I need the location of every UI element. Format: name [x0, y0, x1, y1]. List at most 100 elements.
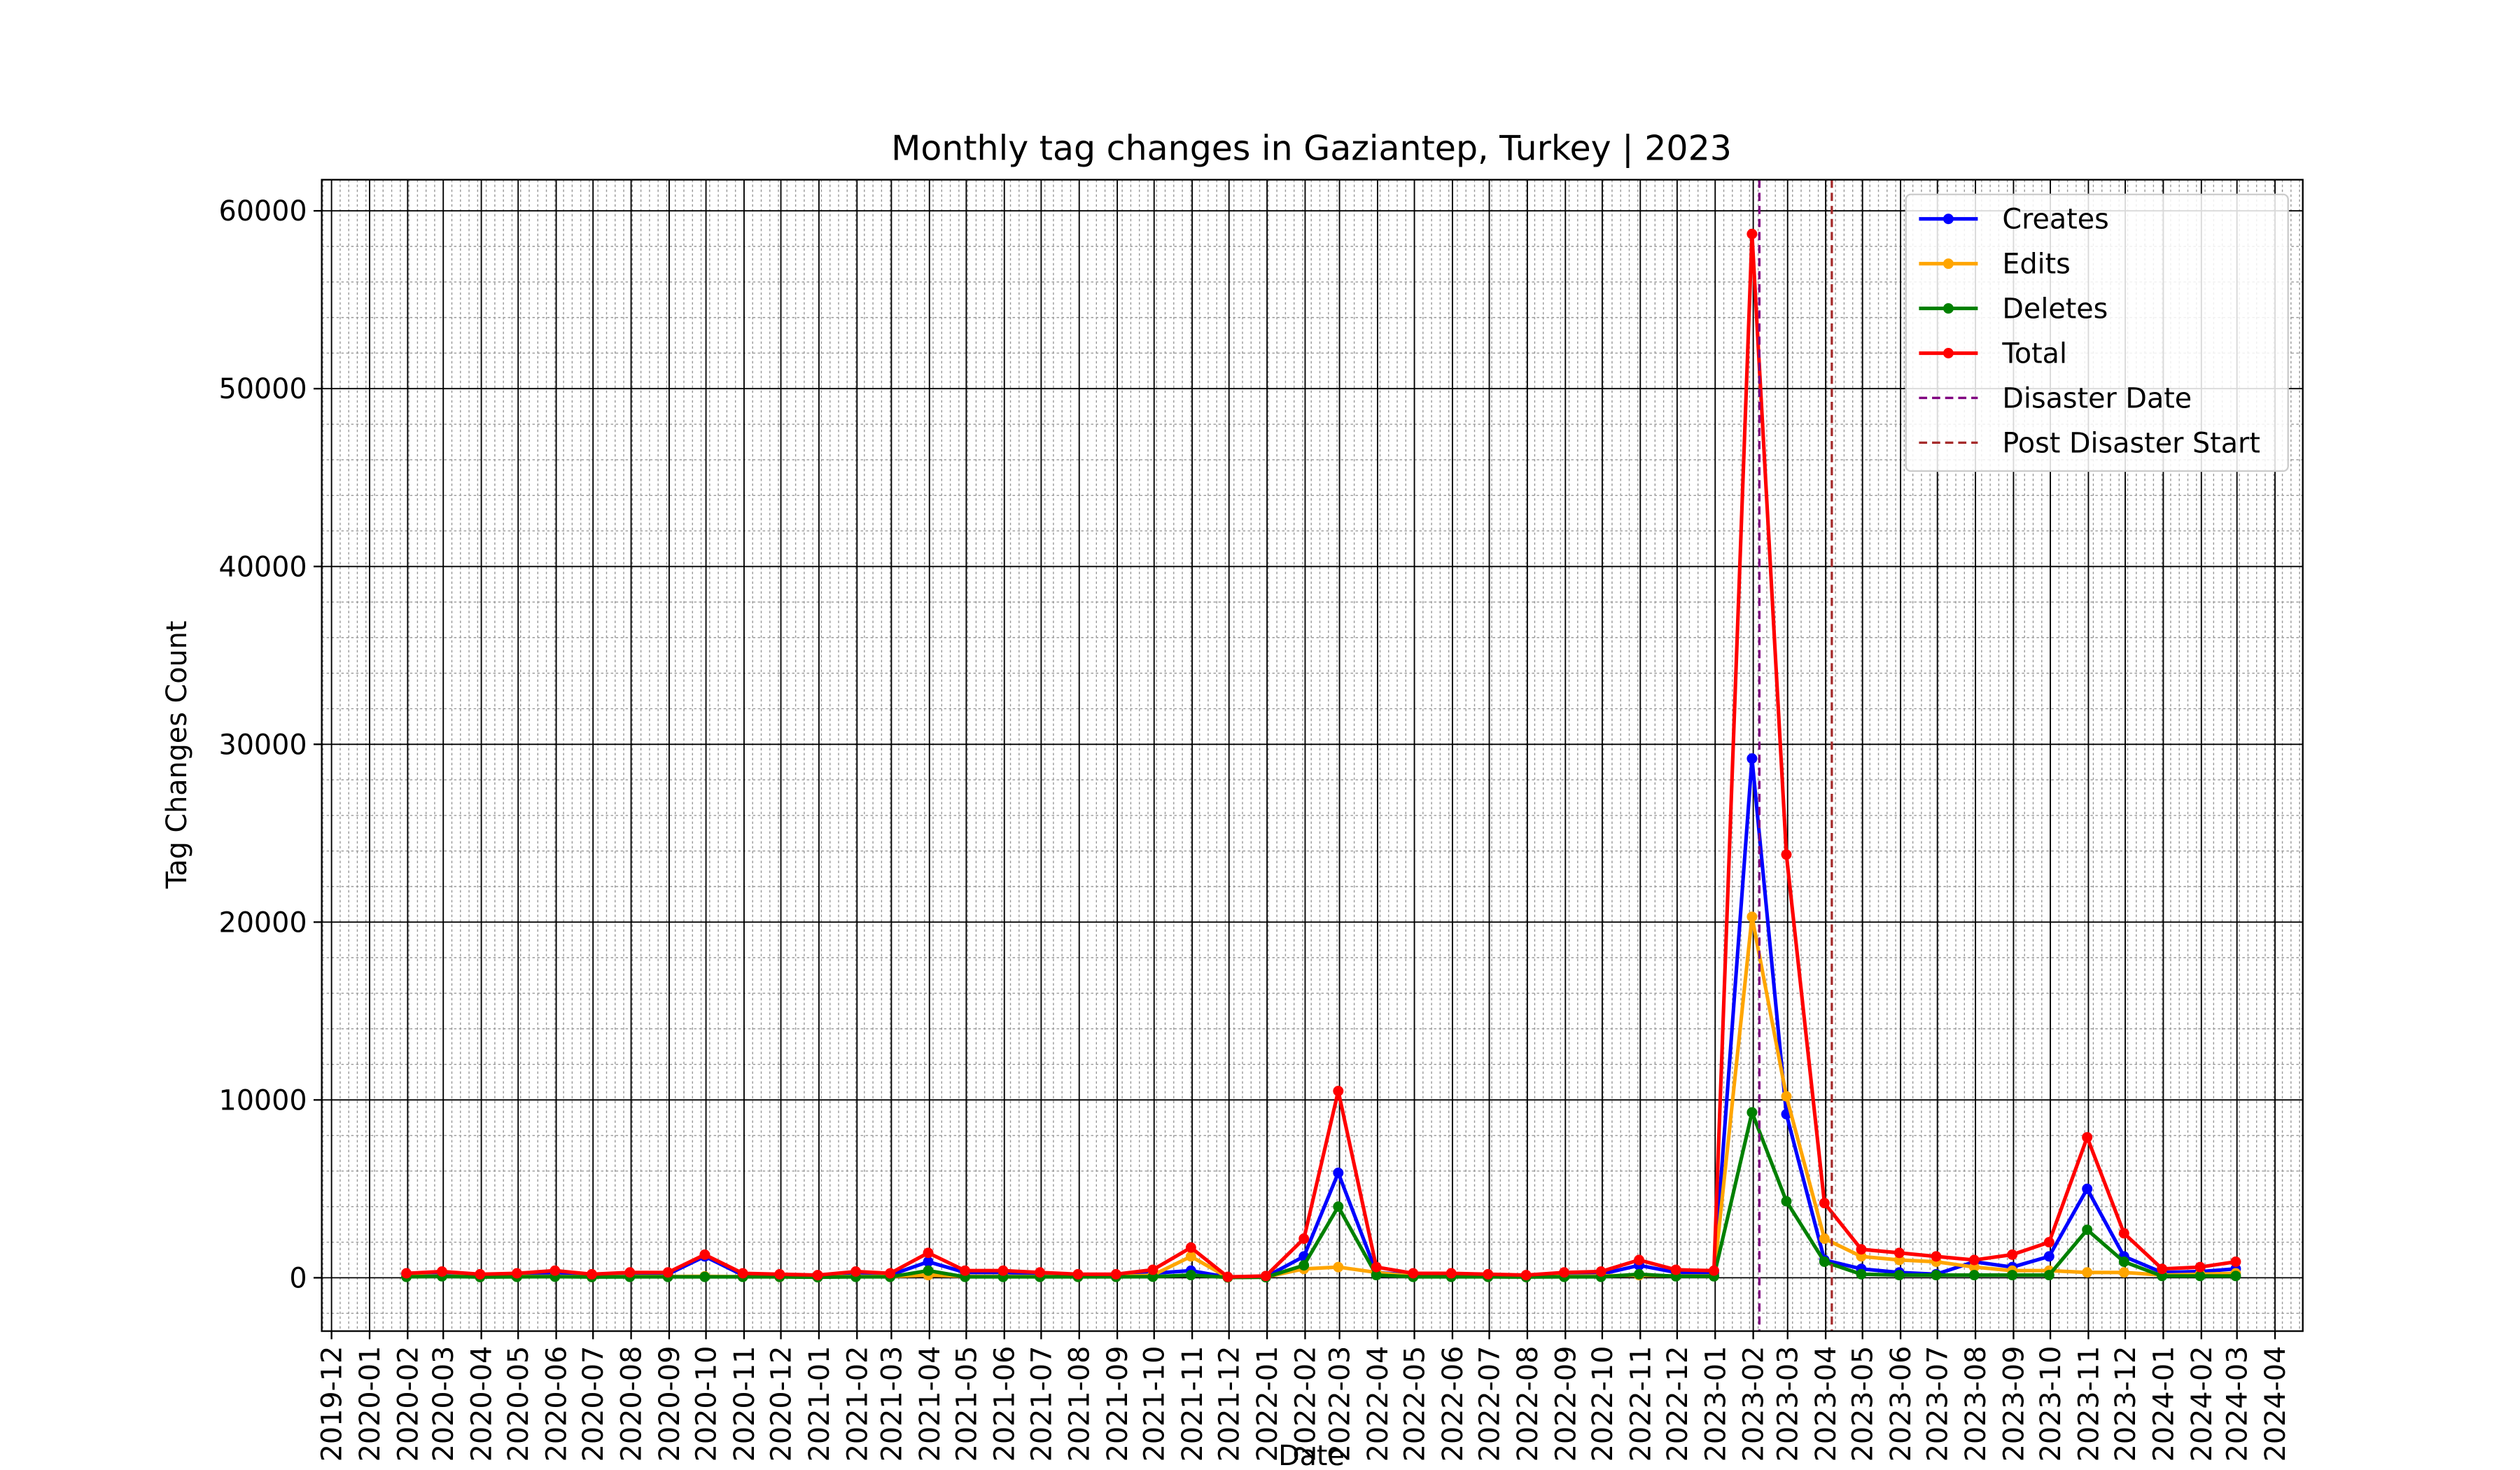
x-tick-label: 2022-11: [1625, 1346, 1657, 1462]
data-point: [2118, 1267, 2129, 1278]
data-point: [2082, 1132, 2093, 1143]
x-tick-label: 2024-01: [2148, 1346, 2180, 1462]
x-tick-label: 2023-05: [1847, 1346, 1879, 1462]
y-tick-label: 20000: [218, 906, 307, 939]
x-tick-label: 2023-06: [1885, 1346, 1917, 1462]
data-point: [699, 1271, 710, 1282]
data-point: [1781, 1196, 1792, 1207]
data-point: [1371, 1270, 1382, 1281]
data-point: [1968, 1270, 1980, 1281]
data-point: [475, 1268, 486, 1280]
x-tick-label: 2023-08: [1960, 1346, 1992, 1462]
legend-marker: [1942, 303, 1954, 314]
plot-area: [401, 179, 2241, 1331]
legend-label: Creates: [2002, 204, 2108, 236]
x-tick-label: 2021-07: [1026, 1346, 1058, 1462]
y-tick-label: 60000: [218, 195, 307, 227]
x-tick-label: 2021-02: [841, 1346, 874, 1462]
data-point: [2157, 1264, 2168, 1275]
x-tick-label: 2022-08: [1512, 1346, 1544, 1462]
x-tick-label: 2022-09: [1550, 1346, 1582, 1462]
data-point: [2082, 1224, 2093, 1236]
y-tick-label: 30000: [218, 729, 307, 761]
x-tick-label: 2023-11: [2073, 1346, 2105, 1462]
x-axis-label: Date: [1278, 1440, 1345, 1470]
data-point: [401, 1268, 412, 1279]
data-point: [1893, 1247, 1905, 1259]
x-tick-label: 2021-03: [876, 1346, 908, 1462]
x-tick-label: 2020-10: [691, 1346, 723, 1462]
data-point: [1333, 1086, 1344, 1097]
data-point: [1781, 1091, 1792, 1102]
data-point: [2043, 1237, 2054, 1248]
data-point: [1185, 1251, 1196, 1262]
data-point: [2082, 1267, 2093, 1278]
chart-title: Monthly tag changes in Gaziantep, Turkey…: [891, 129, 1732, 169]
data-point: [1446, 1268, 1457, 1279]
data-point: [1968, 1254, 1980, 1266]
y-tick-label: 0: [289, 1262, 307, 1294]
data-point: [2007, 1249, 2018, 1260]
x-tick-label: 2023-10: [2035, 1346, 2067, 1462]
x-tick-label: 2020-11: [729, 1346, 761, 1462]
data-point: [1333, 1201, 1344, 1212]
x-tick-label: 2021-05: [951, 1346, 983, 1462]
data-point: [1746, 753, 1758, 764]
x-tick-label: 2020-02: [392, 1346, 424, 1462]
legend: Creates Edits Deletes Total Disaster Date Pos…: [1905, 193, 2289, 472]
data-point: [1634, 1254, 1644, 1266]
legend-label: Post Disaster Start: [2002, 427, 2260, 459]
data-point: [437, 1266, 447, 1277]
data-point: [1670, 1264, 1681, 1275]
y-tick-label: 10000: [218, 1084, 307, 1116]
data-point: [1634, 1268, 1644, 1280]
data-point: [1595, 1266, 1606, 1277]
data-point: [1298, 1233, 1310, 1244]
data-point: [662, 1267, 673, 1278]
data-point: [737, 1268, 748, 1279]
data-point: [2230, 1270, 2241, 1282]
data-point: [1819, 1233, 1830, 1244]
data-point: [1185, 1242, 1196, 1253]
x-tick-label: 2023-07: [1922, 1346, 1954, 1462]
x-tick-label: 2019-12: [316, 1346, 349, 1462]
x-tick-label: 2021-09: [1102, 1346, 1134, 1462]
data-point: [2118, 1228, 2129, 1239]
data-point: [1260, 1270, 1271, 1282]
data-point: [774, 1268, 785, 1280]
x-tick-label: 2022-10: [1587, 1346, 1619, 1462]
x-tick-label: 2022-02: [1289, 1346, 1322, 1462]
x-tick-label: 2021-10: [1139, 1346, 1171, 1462]
data-point: [1819, 1198, 1830, 1209]
legend-marker: [1942, 348, 1954, 358]
y-tick-label: 50000: [218, 373, 307, 405]
x-tick-label: 2020-07: [578, 1346, 610, 1462]
data-point: [1819, 1256, 1830, 1267]
data-point: [1856, 1244, 1867, 1255]
y-tick-label: 40000: [218, 551, 307, 583]
x-tick-label: 2023-03: [1772, 1346, 1805, 1462]
data-point: [1185, 1270, 1196, 1281]
x-tick-label: 2022-01: [1252, 1346, 1284, 1462]
data-point: [923, 1265, 934, 1276]
data-point: [1709, 1265, 1719, 1276]
data-point: [1072, 1268, 1084, 1280]
legend-label: Edits: [2002, 248, 2070, 281]
data-point: [1559, 1267, 1569, 1278]
x-tick-label: 2021-04: [914, 1346, 946, 1462]
data-point: [1333, 1261, 1344, 1273]
x-tick-label: 2021-12: [1214, 1346, 1246, 1462]
data-point: [2194, 1261, 2206, 1273]
data-point: [1746, 911, 1758, 923]
data-point: [2082, 1183, 2093, 1194]
x-tick-label: 2021-11: [1177, 1346, 1209, 1462]
data-point: [885, 1268, 896, 1279]
x-tick-label: 2023-01: [1700, 1346, 1732, 1462]
x-tick-label: 2020-12: [766, 1346, 798, 1462]
legend-label: Disaster Date: [2002, 382, 2192, 414]
data-point: [1856, 1268, 1867, 1280]
data-point: [1781, 849, 1792, 860]
x-tick-label: 2020-06: [541, 1346, 573, 1462]
data-point: [812, 1270, 823, 1281]
legend-box: [1905, 193, 2289, 472]
